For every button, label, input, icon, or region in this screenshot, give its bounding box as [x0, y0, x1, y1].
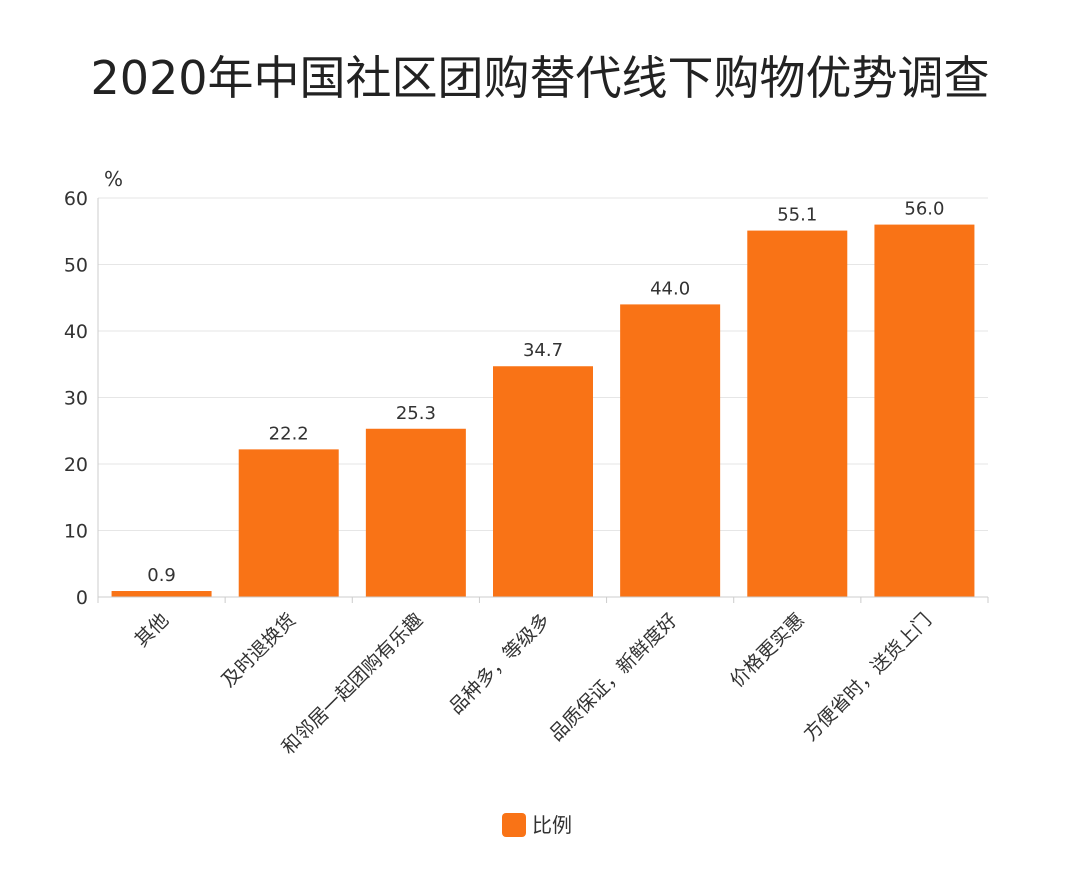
data-label: 44.0 [650, 278, 690, 299]
bar [874, 224, 975, 597]
x-category-label: 品质保证，新鲜度好 [545, 609, 681, 745]
data-label: 25.3 [396, 403, 436, 424]
data-label: 0.9 [147, 565, 176, 586]
legend-swatch [502, 813, 526, 837]
bar [111, 591, 212, 597]
y-tick-label: 40 [64, 321, 88, 343]
legend: 比例 [502, 813, 572, 837]
bar [493, 366, 593, 597]
y-tick-label: 60 [64, 188, 88, 210]
y-tick-label: 50 [64, 255, 88, 277]
x-category-label: 方便省时，送货上门 [799, 609, 935, 745]
bar [620, 304, 721, 597]
x-category-label: 价格更实惠 [726, 609, 809, 692]
chart-title: 2020年中国社区团购替代线下购物优势调查 [90, 51, 990, 105]
bar [747, 230, 848, 597]
y-tick-label: 30 [64, 388, 88, 410]
y-tick-label: 0 [76, 587, 88, 609]
x-category-label: 及时退换货 [218, 609, 301, 692]
y-tick-label: 20 [64, 454, 88, 476]
bars: 0.9 22.2 25.3 34.7 44.0 55.1 56.0 [111, 199, 975, 597]
x-category-label: 品种多，等级多 [445, 609, 555, 719]
y-tick-label: 10 [64, 521, 88, 543]
y-unit-label: % [104, 167, 123, 191]
bar [365, 428, 466, 597]
data-label: 56.0 [904, 199, 944, 220]
x-category-label: 和邻居一起团购有乐趣 [277, 609, 427, 759]
data-label: 34.7 [523, 340, 563, 361]
x-category-label: 其他 [131, 609, 173, 651]
data-label: 22.2 [269, 423, 309, 444]
y-axis: 0 10 20 30 40 50 60% [64, 167, 123, 609]
data-label: 55.1 [777, 205, 817, 226]
bar [238, 449, 339, 597]
legend-label: 比例 [532, 813, 572, 837]
